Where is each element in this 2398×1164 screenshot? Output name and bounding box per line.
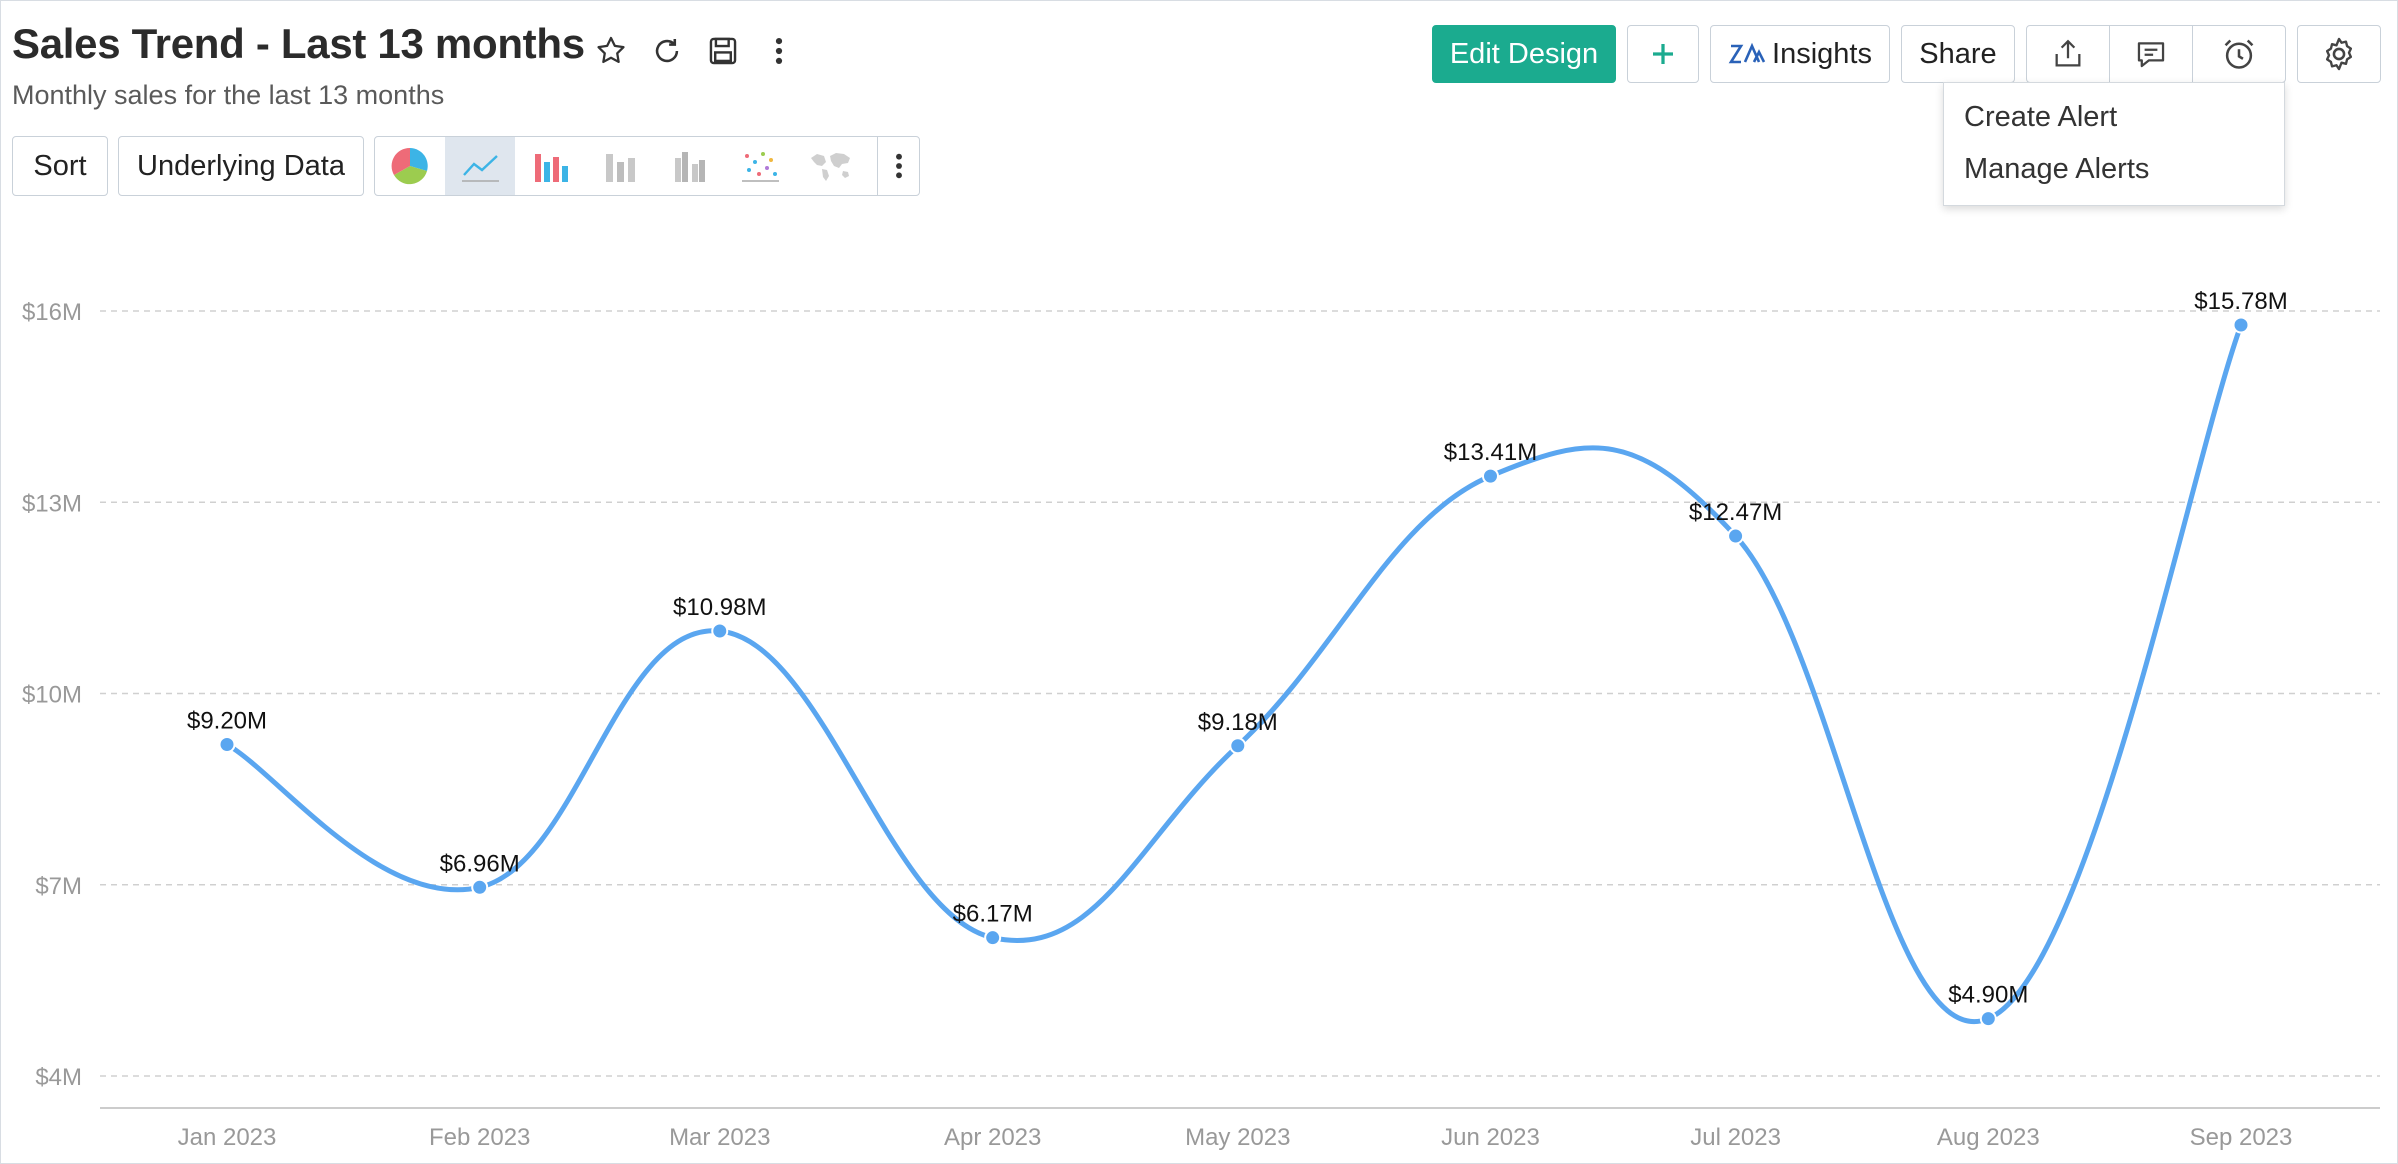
chart-type-stacked-bar[interactable] [585, 137, 655, 195]
chart-type-switcher [374, 136, 920, 196]
x-tick-label: Jan 2023 [178, 1124, 277, 1151]
add-button[interactable] [1627, 25, 1699, 83]
y-tick-label: $13M [22, 490, 82, 517]
comment-icon [2137, 42, 2165, 68]
manage-alerts-menu-item[interactable]: Manage Alerts [1964, 153, 2150, 185]
title-actions [592, 28, 798, 74]
create-alert-menu-item[interactable]: Create Alert [1964, 101, 2118, 133]
insights-icon [1728, 42, 1766, 64]
sort-button[interactable]: Sort [12, 136, 108, 196]
data-label: $6.96M [440, 850, 520, 877]
data-point [1727, 527, 1745, 545]
chart-type-scatter[interactable] [725, 137, 795, 195]
pie-chart-icon [391, 147, 428, 185]
data-point [1481, 467, 1499, 485]
data-label: $9.20M [187, 708, 267, 735]
series-line [224, 322, 2244, 1024]
data-label: $10.98M [673, 594, 766, 621]
y-tick-label: $16M [22, 299, 82, 326]
data-point [1979, 1010, 1997, 1028]
data-point [711, 622, 729, 640]
insights-button[interactable]: Insights [1710, 25, 1890, 83]
export-icon [2055, 39, 2081, 67]
edit-design-button[interactable]: Edit Design [1432, 25, 1616, 83]
chart-type-pie[interactable] [375, 137, 445, 195]
data-label: $6.17M [953, 901, 1033, 928]
stacked-bar-icon [606, 154, 635, 182]
insights-label: Insights [1772, 37, 1872, 70]
kebab-menu-icon[interactable] [760, 28, 798, 74]
alert-dropdown-menu: Create Alert Manage Alerts [1943, 82, 2285, 206]
star-icon[interactable] [592, 28, 630, 74]
data-label: $15.78M [2194, 288, 2287, 315]
chart-type-more[interactable] [877, 137, 919, 195]
data-point [2232, 316, 2250, 334]
export-button[interactable] [2026, 25, 2110, 83]
chart-type-grouped-bar[interactable] [655, 137, 725, 195]
data-label: $9.18M [1198, 709, 1278, 736]
data-point [218, 736, 236, 753]
data-point [984, 929, 1002, 947]
data-point [471, 878, 489, 896]
x-tick-label: May 2023 [1185, 1124, 1290, 1151]
chart-type-bar[interactable] [515, 137, 585, 195]
x-tick-label: Jun 2023 [1441, 1124, 1540, 1151]
x-tick-label: Apr 2023 [944, 1124, 1041, 1151]
line-chart-icon [462, 155, 499, 182]
settings-button[interactable] [2297, 25, 2381, 83]
kebab-menu-icon [895, 153, 902, 179]
data-label: $4.90M [1948, 982, 2028, 1009]
comment-button[interactable] [2109, 25, 2193, 83]
y-tick-label: $7M [35, 873, 82, 900]
world-map-icon [811, 153, 850, 181]
x-tick-label: Sep 2023 [2190, 1124, 2293, 1151]
y-tick-label: $4M [35, 1064, 82, 1091]
alert-button[interactable] [2192, 25, 2286, 83]
x-tick-label: Jul 2023 [1690, 1124, 1781, 1151]
bar-chart-icon [535, 154, 568, 182]
chart-type-line[interactable] [445, 137, 515, 195]
save-icon[interactable] [704, 28, 742, 74]
page-title: Sales Trend - Last 13 months [12, 20, 585, 67]
data-label: $13.41M [1444, 439, 1537, 466]
data-point [1229, 737, 1247, 755]
share-button[interactable]: Share [1901, 25, 2015, 83]
x-tick-label: Mar 2023 [669, 1124, 770, 1151]
underlying-data-button[interactable]: Underlying Data [118, 136, 364, 196]
x-tick-label: Aug 2023 [1937, 1124, 2040, 1151]
page-subtitle: Monthly sales for the last 13 months [12, 80, 445, 110]
chart-type-map[interactable] [795, 137, 865, 195]
plus-icon [1653, 44, 1673, 64]
gear-icon [2325, 37, 2353, 71]
alarm-clock-icon [2224, 39, 2254, 69]
y-tick-label: $10M [22, 682, 82, 709]
grouped-bar-icon [675, 152, 705, 182]
x-tick-label: Feb 2023 [429, 1124, 530, 1151]
scatter-chart-icon [742, 152, 779, 182]
data-label: $12.47M [1689, 499, 1782, 526]
refresh-icon[interactable] [648, 28, 686, 74]
